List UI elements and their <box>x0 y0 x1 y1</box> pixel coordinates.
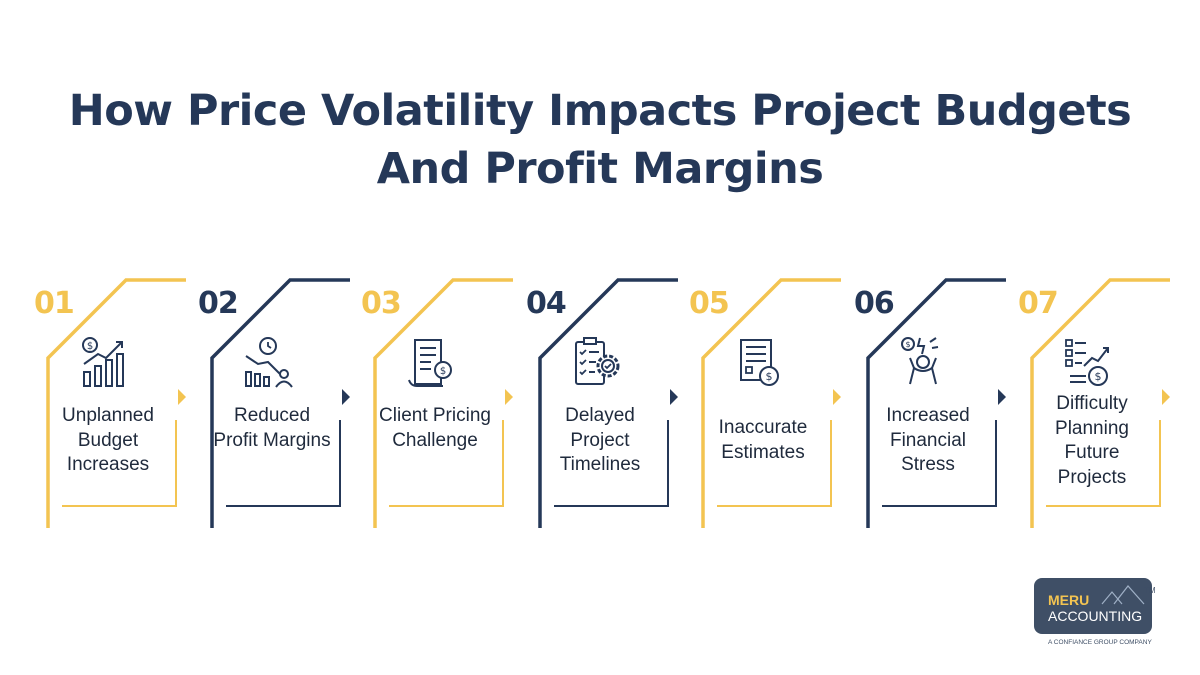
arrow-right-icon <box>1162 389 1170 405</box>
title-line-2: And Profit Margins <box>376 144 824 194</box>
step-frame <box>701 278 841 528</box>
step-label: Delayed Project Timelines <box>559 405 641 475</box>
arrow-right-icon <box>178 389 186 405</box>
logo-tagline: A CONFIANCE GROUP COMPANY <box>1048 639 1152 646</box>
step-number: 06 <box>854 286 895 321</box>
company-logo: MERU ACCOUNTING TM A CONFIANCE GROUP COM… <box>1030 578 1175 648</box>
svg-text:$: $ <box>440 366 446 377</box>
page-title: How Price Volatility Impacts Project Bud… <box>0 82 1200 198</box>
invoice-dollar-icon: $ <box>408 339 452 387</box>
step-card-06: 06 $ Increased Financial Stress <box>846 270 1011 540</box>
step-number: 02 <box>198 286 239 321</box>
stressed-person-money-icon: $ <box>901 337 939 385</box>
step-number: 07 <box>1018 286 1059 321</box>
step-frame <box>866 278 1006 528</box>
arrow-right-icon <box>505 389 513 405</box>
step-frame <box>1030 278 1170 528</box>
svg-text:$: $ <box>1095 370 1102 383</box>
step-card-01: 01 $ Unplanned Budget Increases <box>26 270 191 540</box>
declining-chart-person-icon <box>245 337 293 388</box>
step-card-03: 03 $ Client Pricing Challenge <box>353 270 518 540</box>
step-label: Increased Financial Stress <box>886 405 970 475</box>
svg-text:$: $ <box>905 340 910 349</box>
step-number: 05 <box>689 286 730 321</box>
step-label: Reduced Profit Margins <box>213 405 331 451</box>
step-label: Unplanned Budget Increases <box>62 405 154 475</box>
step-card-02: 02 Reduced Profit Margins <box>190 270 355 540</box>
step-number: 03 <box>361 286 402 321</box>
estimate-document-dollar-icon: $ <box>740 339 779 386</box>
step-number: 01 <box>34 286 75 321</box>
step-label: Client Pricing Challenge <box>379 405 491 451</box>
money-growth-chart-icon: $ <box>82 337 124 387</box>
planning-chart-coin-icon: $ <box>1065 339 1109 386</box>
logo-line-2: ACCOUNTING <box>1048 608 1143 624</box>
arrow-right-icon <box>833 389 841 405</box>
arrow-right-icon <box>342 389 350 405</box>
step-frame <box>46 278 186 528</box>
arrow-right-icon <box>670 389 678 405</box>
step-frame <box>373 278 513 528</box>
logo-badge: MERU ACCOUNTING <box>1034 578 1152 634</box>
arrow-right-icon <box>998 389 1006 405</box>
step-number: 04 <box>526 286 567 321</box>
title-line-1: How Price Volatility Impacts Project Bud… <box>68 86 1132 136</box>
step-label: Inaccurate Estimates <box>718 417 808 463</box>
svg-text:$: $ <box>87 341 93 352</box>
logo-line-1: MERU <box>1048 592 1090 608</box>
step-card-07: 07 $ Difficulty Planning Future Projects <box>1010 270 1175 540</box>
step-frame <box>210 278 350 528</box>
mountain-icon <box>1101 585 1145 605</box>
checklist-gear-icon <box>575 337 620 385</box>
step-frame <box>538 278 678 528</box>
step-card-04: 04 Delayed Project Timelines <box>518 270 683 540</box>
svg-text:$: $ <box>766 370 773 383</box>
step-label: Difficulty Planning Future Projects <box>1055 393 1129 488</box>
step-card-05: 05 $ Inaccurate Estimates <box>681 270 846 540</box>
logo-trademark: TM <box>1144 586 1156 595</box>
